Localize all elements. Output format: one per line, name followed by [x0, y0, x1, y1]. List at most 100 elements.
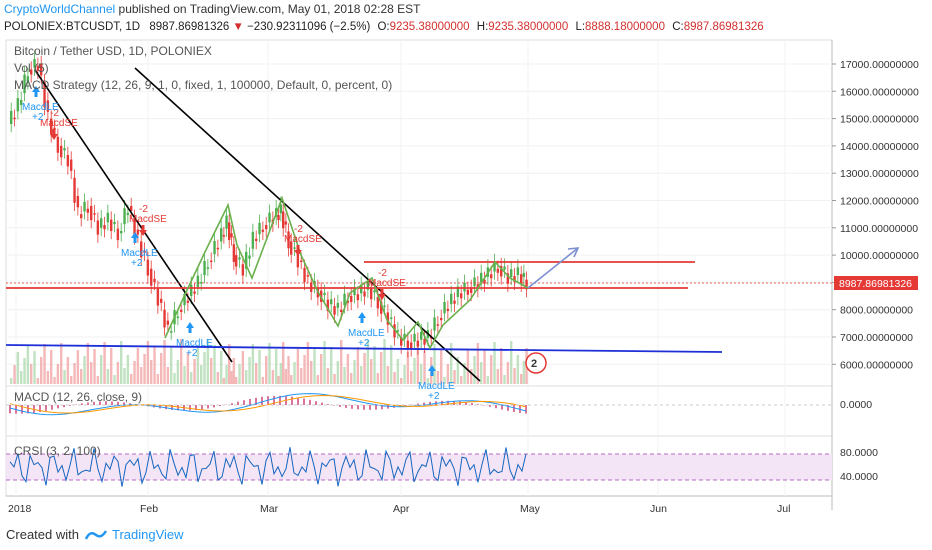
volume-bar [293, 362, 296, 384]
volume-bar [100, 355, 103, 384]
candle-body [103, 225, 106, 230]
candle-body [483, 279, 486, 284]
candle-body [50, 118, 53, 135]
volume-bar [343, 367, 346, 384]
candle-body [56, 136, 60, 153]
volume-bar [373, 346, 376, 384]
volume-bar [230, 371, 233, 384]
trendline-1[interactable] [34, 69, 233, 363]
volume-bar [456, 357, 460, 384]
volume-bar [30, 364, 33, 384]
volume-bar [493, 342, 496, 384]
volume-bar [10, 378, 13, 384]
candle-body [126, 212, 130, 216]
event-badge-icon[interactable] [525, 352, 547, 374]
volume-bar [522, 361, 526, 384]
candle-body [110, 219, 113, 231]
volume-bar [130, 374, 133, 384]
volume-bar [163, 340, 166, 384]
candle-body [180, 309, 183, 312]
pattern-line[interactable] [164, 195, 529, 350]
tradingview-logo-icon [84, 530, 108, 540]
open-label: O: [377, 21, 390, 33]
candle-body [470, 287, 473, 293]
volume-bar [316, 375, 320, 384]
candle-body [210, 260, 213, 263]
trendline-2[interactable] [134, 67, 481, 382]
time-axis-label: Apr [393, 503, 410, 515]
candle-body [403, 333, 406, 339]
price-axis-label: 10000.00000000 [840, 250, 919, 262]
volume-bar [183, 366, 186, 384]
volume-bar [346, 354, 350, 384]
candle-body [390, 317, 393, 319]
candle-body [480, 272, 483, 283]
price-axis-label: 12000.00000000 [840, 196, 919, 208]
volume-bar [440, 350, 443, 384]
tradingview-brand[interactable]: TradingView [112, 527, 184, 542]
volume-bar [153, 347, 156, 384]
candle-body [40, 64, 43, 76]
volume-bar [70, 376, 73, 384]
volume-bar [360, 366, 363, 384]
volume-bar [220, 351, 223, 384]
volume-bar [513, 368, 516, 384]
volume-bar [245, 370, 248, 384]
macdle-label: MacdLE [348, 328, 385, 339]
candle-body [386, 312, 390, 325]
macdse-label: MacdSE [129, 214, 167, 225]
signal-qty-label: +2 [358, 338, 370, 349]
volume-bar [66, 357, 70, 384]
volume-bar [463, 363, 466, 384]
volume-bar [23, 358, 26, 384]
candle-body [326, 299, 330, 312]
candle-body [346, 300, 350, 303]
signal-qty-label: +2 [131, 258, 143, 269]
footer: Created with TradingView [0, 518, 932, 550]
volume-bar [16, 352, 20, 384]
volume-bar [446, 364, 450, 384]
candle-body [83, 201, 86, 212]
candle-body [436, 324, 440, 326]
candle-body [136, 229, 140, 235]
volume-bar [383, 339, 386, 384]
candle-body [96, 220, 100, 235]
candle-body [360, 284, 363, 294]
low-label: L: [575, 21, 586, 33]
volume-bar [290, 375, 293, 384]
volume-bar [200, 365, 203, 384]
projection-line[interactable] [527, 247, 579, 289]
candle-body [284, 221, 288, 225]
candle-body [393, 324, 396, 338]
candle-body [356, 294, 360, 301]
time-axis-label: Jul [777, 503, 790, 515]
author-link[interactable]: CryptoWorldChannel [4, 2, 116, 16]
volume-bar [413, 358, 416, 384]
volume-bar [103, 342, 106, 384]
candle-body [525, 279, 528, 290]
volume-bar [386, 366, 390, 384]
volume-bar [323, 341, 326, 384]
volume-bar [150, 360, 153, 384]
support-line[interactable] [5, 344, 723, 353]
published-text: published on TradingView.com, May 01, 20… [118, 2, 421, 16]
candle-body [466, 289, 470, 295]
crsi-line [9, 447, 527, 487]
candle-body [440, 317, 443, 321]
candle-body [396, 330, 400, 332]
volume-bar [275, 349, 278, 384]
candle-body [36, 65, 40, 71]
candle-body [363, 291, 366, 297]
volume-bar [136, 348, 140, 384]
time-axis-label: Feb [140, 503, 158, 515]
volume-bar [228, 344, 231, 384]
close-value: 8987.86981326 [683, 21, 764, 33]
grid [6, 40, 832, 496]
candle-body [353, 287, 356, 296]
volume-bar [330, 347, 333, 384]
candle-body [156, 288, 160, 306]
signal-qty-label: -2 [294, 224, 303, 235]
candle-body [506, 273, 510, 284]
down-arrow-icon: ▼ [232, 21, 244, 33]
